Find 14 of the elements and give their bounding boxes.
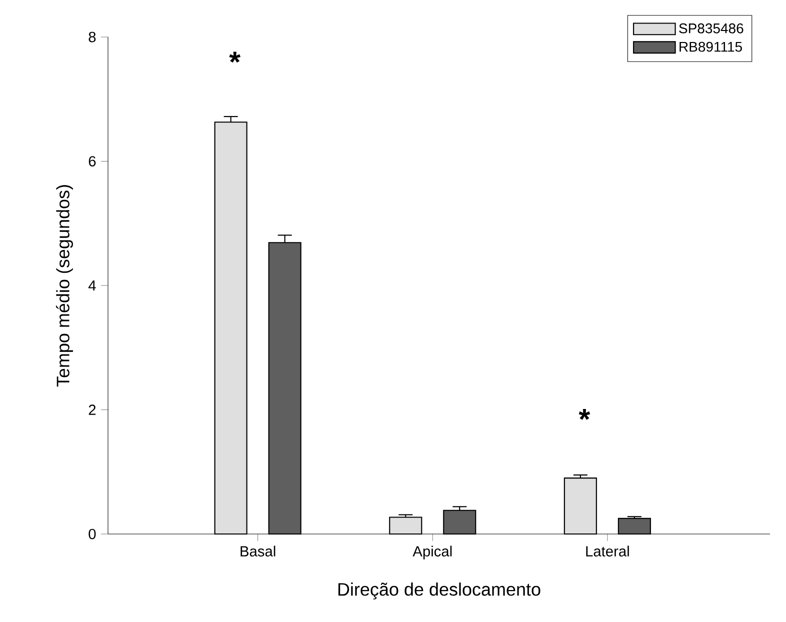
x-tick-label: Basal xyxy=(240,546,276,556)
y-tick-label: 4 xyxy=(88,280,96,291)
x-tick-label: Apical xyxy=(412,546,452,560)
x-tick-label: Lateral xyxy=(586,546,629,556)
y-tick-label: 2 xyxy=(88,404,96,415)
annotation: * xyxy=(578,408,590,420)
y-axis-title: Tempo médio (segundos) xyxy=(56,185,73,387)
annotation: * xyxy=(229,52,240,63)
y-tick-label: 6 xyxy=(88,156,96,166)
legend-label: SP835486 xyxy=(679,23,744,34)
legend-label: RB891115 xyxy=(680,42,742,52)
x-axis-title: Direção de deslocamento xyxy=(338,582,540,600)
y-tick-label: 0 xyxy=(88,528,96,540)
y-tick-label: 8 xyxy=(88,32,96,42)
